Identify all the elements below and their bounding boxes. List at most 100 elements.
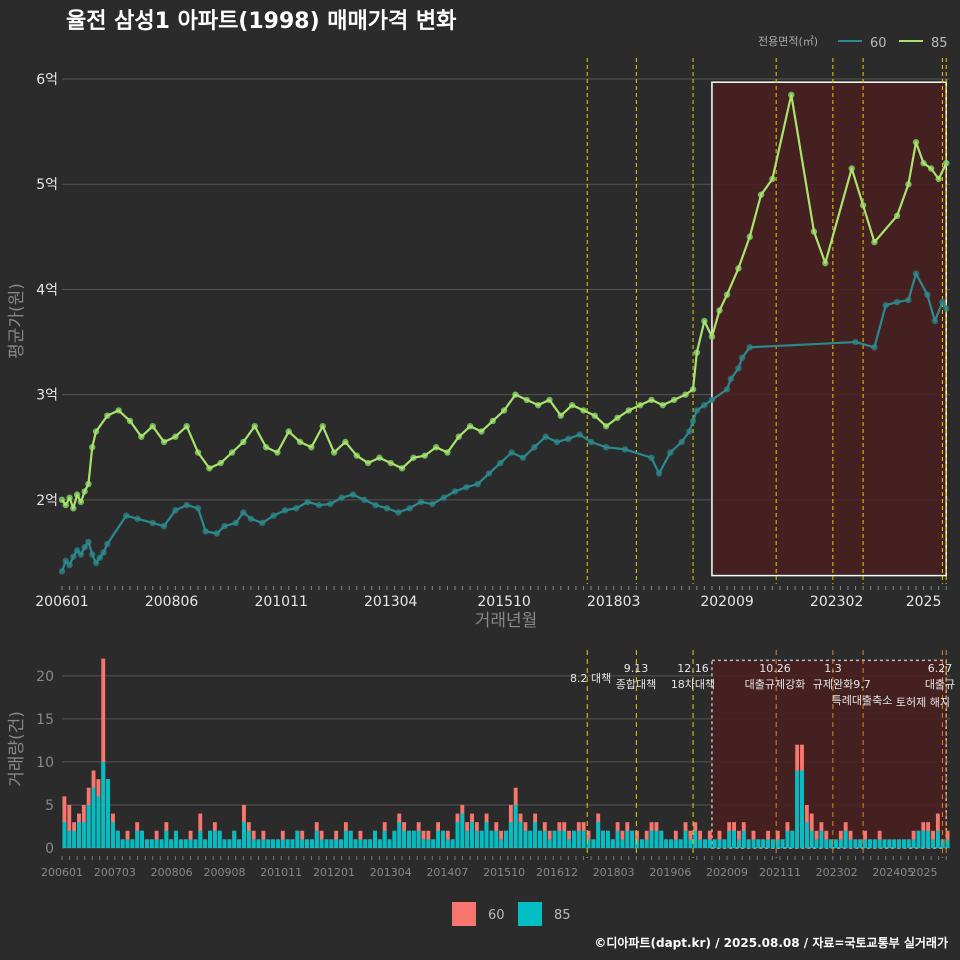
- volume-bar-85: [523, 830, 528, 848]
- volume-bar-85: [222, 839, 227, 848]
- volume-bar-85: [756, 839, 761, 848]
- volume-policy-label: 10.26: [759, 662, 791, 675]
- volume-bar-85: [630, 830, 635, 848]
- volume-bar-85: [693, 830, 698, 848]
- volume-bar-85: [421, 839, 426, 848]
- price-ytick-label: 3억: [36, 388, 58, 404]
- volume-bar-85: [324, 839, 329, 848]
- legend-label-60: 60: [870, 36, 887, 51]
- volume-policy-label: 대출규제강화: [745, 678, 806, 691]
- volume-bar-85: [246, 830, 251, 848]
- volume-bar-85: [164, 830, 169, 848]
- volume-bar-85: [450, 839, 455, 848]
- volume-xtick-label: 201906: [649, 866, 691, 879]
- volume-bar-85: [348, 830, 353, 848]
- volume-bar-85: [906, 839, 911, 848]
- volume-bar-85: [144, 839, 149, 848]
- bottom-legend: 60 85: [452, 902, 571, 926]
- volume-bar-85: [353, 839, 358, 848]
- volume-bar-85: [154, 839, 159, 848]
- volume-bar-85: [649, 830, 654, 848]
- volume-bar-85: [373, 830, 377, 848]
- volume-bar-85: [761, 839, 766, 848]
- volume-bar-85: [188, 839, 193, 848]
- volume-bar-85: [892, 839, 897, 848]
- volume-bar-85: [178, 839, 183, 848]
- volume-bar-85: [542, 830, 547, 848]
- legend-label-85: 85: [931, 36, 948, 51]
- volume-bar-85: [140, 830, 145, 848]
- volume-policy-label: 9.13: [624, 662, 649, 675]
- volume-bar-85: [562, 830, 567, 848]
- volume-bar-85: [829, 839, 834, 848]
- volume-bar-85: [838, 839, 843, 848]
- volume-bar-85: [295, 830, 300, 848]
- volume-highlight-box: [711, 659, 947, 849]
- price-xtick-label: 202009: [700, 594, 753, 610]
- price-xtick-label: 2025: [906, 594, 942, 610]
- volume-bar-85: [101, 761, 106, 848]
- volume-bar-85: [887, 839, 892, 848]
- volume-policy-label: 9.7: [853, 678, 871, 691]
- volume-bar-85: [484, 822, 489, 848]
- volume-bar-85: [115, 830, 120, 848]
- volume-bar-85: [300, 839, 305, 848]
- price-xtick-label: 201011: [254, 594, 307, 610]
- volume-bar-85: [275, 839, 280, 848]
- chart-title: 율전 삼성1 아파트(1998) 매매가격 변화: [66, 9, 456, 34]
- volume-bar-85: [431, 839, 436, 848]
- volume-xtick-label: 201510: [483, 866, 525, 879]
- volume-bar-85: [576, 830, 581, 848]
- volume-xtick-label: 202111: [759, 866, 801, 879]
- price-highlight-box: [711, 81, 947, 577]
- top-legend: 전용면적(㎡) 60 85: [758, 35, 948, 51]
- volume-bar-85: [625, 830, 630, 848]
- volume-bar-85: [770, 839, 775, 848]
- volume-bar-85: [193, 839, 198, 848]
- volume-bar-85: [251, 839, 256, 848]
- volume-bar-85: [174, 830, 178, 848]
- volume-bar-85: [824, 839, 829, 848]
- volume-bar-85: [775, 839, 780, 848]
- volume-bar-85: [736, 839, 741, 848]
- volume-ytick-label: 15: [36, 712, 54, 728]
- volume-bar-85: [635, 839, 639, 848]
- volume-bar-85: [858, 839, 863, 848]
- volume-bar-85: [581, 830, 586, 848]
- volume-policy-label: 토허제 해지: [896, 695, 950, 709]
- volume-bar-85: [644, 839, 649, 848]
- volume-policy-label: 대출규: [925, 678, 955, 691]
- volume-bar-85: [489, 830, 494, 848]
- volume-bar-85: [853, 839, 858, 848]
- volume-bar-85: [339, 839, 343, 848]
- price-ytick-label: 5억: [36, 177, 58, 193]
- volume-bar-60: [101, 658, 106, 848]
- volume-bar-85: [319, 839, 324, 848]
- volume-bar-85: [901, 839, 906, 848]
- volume-bar-85: [921, 830, 926, 848]
- volume-xtick-label: 201407: [426, 866, 468, 879]
- volume-bar-85: [106, 779, 111, 848]
- volume-bar-85: [125, 839, 130, 848]
- volume-bar-85: [528, 830, 533, 848]
- volume-bar-85: [402, 830, 407, 848]
- bottom-legend-swatch-60: [452, 902, 476, 926]
- volume-bar-85: [712, 839, 717, 848]
- price-line-85: [61, 93, 948, 510]
- volume-bar-85: [766, 839, 770, 848]
- bottom-legend-label-85: 85: [554, 908, 571, 923]
- volume-bar-85: [91, 787, 96, 848]
- volume-bar-85: [916, 830, 921, 848]
- credit-text: ©디아파트(dapt.kr) / 2025.08.08 / 자료=국토교통부 실…: [594, 935, 948, 950]
- volume-bar-85: [863, 839, 868, 848]
- volume-bar-85: [518, 822, 523, 848]
- price-chart: 2억 3억 4억 5억 6억 200601 200806 201011 201304 201510…: [7, 58, 950, 631]
- volume-xtick-label: 201612: [536, 866, 578, 879]
- volume-bar-85: [72, 830, 77, 848]
- volume-bar-85: [504, 830, 508, 848]
- volume-ytick-label: 0: [45, 841, 54, 857]
- volume-bar-85: [377, 839, 382, 848]
- volume-policy-label: 종합대책: [616, 678, 656, 691]
- volume-policy-label: 18차대책: [671, 678, 715, 691]
- volume-bar-85: [227, 839, 232, 848]
